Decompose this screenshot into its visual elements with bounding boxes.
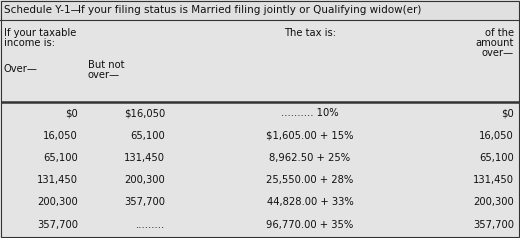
Text: of the: of the	[485, 28, 514, 38]
Text: 16,050: 16,050	[479, 130, 514, 140]
Text: The tax is:: The tax is:	[284, 28, 336, 38]
Text: 44,828.00 + 33%: 44,828.00 + 33%	[267, 198, 354, 208]
Text: 357,700: 357,700	[473, 220, 514, 230]
Text: .........: .........	[136, 220, 165, 230]
Text: $0: $0	[65, 108, 78, 118]
Text: 357,700: 357,700	[124, 198, 165, 208]
Text: If your taxable: If your taxable	[4, 28, 76, 38]
Text: 96,770.00 + 35%: 96,770.00 + 35%	[266, 220, 354, 230]
Text: If your filing status is Married filing jointly or Qualifying widow(er): If your filing status is Married filing …	[78, 5, 421, 15]
Text: .......... 10%: .......... 10%	[281, 108, 339, 118]
Text: 16,050: 16,050	[43, 130, 78, 140]
Text: 65,100: 65,100	[130, 130, 165, 140]
Text: 131,450: 131,450	[124, 153, 165, 163]
Text: 65,100: 65,100	[43, 153, 78, 163]
Text: 200,300: 200,300	[124, 175, 165, 185]
Text: $1,605.00 + 15%: $1,605.00 + 15%	[266, 130, 354, 140]
Text: 357,700: 357,700	[37, 220, 78, 230]
Text: over—: over—	[88, 70, 120, 80]
Text: But not: But not	[88, 60, 124, 70]
Text: Over—: Over—	[4, 64, 38, 74]
Text: amount: amount	[476, 38, 514, 48]
Text: 200,300: 200,300	[473, 198, 514, 208]
Bar	[0, 0, 520, 20]
Text: 131,450: 131,450	[473, 175, 514, 185]
Text: 65,100: 65,100	[479, 153, 514, 163]
Text: Schedule Y-1—: Schedule Y-1—	[4, 5, 81, 15]
Text: 200,300: 200,300	[37, 198, 78, 208]
Text: 131,450: 131,450	[37, 175, 78, 185]
Text: 8,962.50 + 25%: 8,962.50 + 25%	[269, 153, 350, 163]
Text: $0: $0	[501, 108, 514, 118]
Text: income is:: income is:	[4, 38, 55, 48]
Text: 25,550.00 + 28%: 25,550.00 + 28%	[266, 175, 354, 185]
Text: over—: over—	[482, 48, 514, 58]
Text: $16,050: $16,050	[124, 108, 165, 118]
